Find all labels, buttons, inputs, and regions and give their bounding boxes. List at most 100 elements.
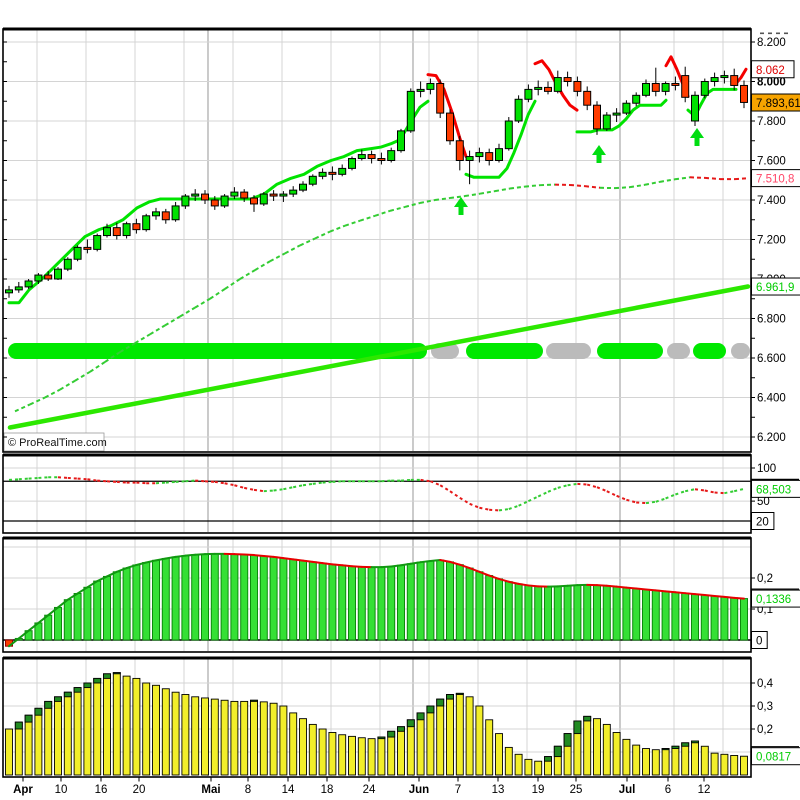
volatility-axis-label: 0,3 — [757, 701, 773, 713]
candle-up — [691, 94, 699, 122]
candle-down — [44, 274, 53, 280]
date-axis-label: 20 — [133, 784, 146, 796]
stoch-axis-label: 100 — [757, 463, 776, 475]
candlestick-layer — [5, 66, 748, 298]
candle-up — [465, 156, 474, 162]
candle-up — [406, 90, 415, 132]
candle-up — [348, 158, 356, 169]
last-value-badge-text: 7.893,61 — [756, 98, 800, 110]
candle-up — [122, 223, 131, 237]
candle-up — [387, 150, 396, 161]
trend-pill-gray — [667, 343, 690, 359]
last-value-badge — [751, 589, 800, 608]
trend-pill-gray — [731, 343, 750, 359]
last-value-badge-text: 8.062 — [756, 65, 785, 77]
candle-down — [367, 154, 376, 160]
candle-up — [181, 195, 190, 207]
candle-down — [651, 82, 660, 92]
candle-up — [495, 148, 503, 161]
last-value-badge — [751, 747, 800, 766]
top-right-dashes — [784, 32, 788, 35]
candle-up — [24, 280, 33, 288]
date-axis-label: Jul — [619, 784, 636, 796]
last-value-badge-text: 68,503 — [756, 484, 791, 496]
candle-up — [553, 77, 562, 92]
candle-up — [700, 81, 709, 96]
date-axis-label: 16 — [95, 784, 108, 796]
price-axis-label: 8.000 — [757, 77, 786, 89]
candle-up — [63, 258, 72, 270]
trend-line-layer — [7, 284, 751, 430]
momentum-axis-label: 0,2 — [757, 573, 773, 585]
candle-down — [83, 246, 92, 250]
last-value-badge — [751, 93, 800, 112]
last-value-badge-text: 7.510,8 — [756, 174, 794, 186]
date-axis-label: 24 — [363, 784, 376, 796]
candle-up — [259, 193, 268, 205]
date-axis-label: 10 — [55, 784, 68, 796]
last-value-badge — [751, 631, 768, 649]
candle-up — [710, 77, 719, 83]
price-axis-label: 7.800 — [757, 116, 786, 128]
date-axis-label: 7 — [455, 784, 461, 796]
stochastic-line-layer — [8, 476, 745, 512]
candle-up — [397, 130, 405, 152]
last-value-badge-text: 0,1336 — [756, 594, 791, 606]
candle-up — [622, 102, 631, 114]
candle-down — [671, 82, 680, 86]
candle-down — [730, 75, 739, 86]
price-axis-label: 6.600 — [757, 353, 786, 365]
price-axis-label: 6.200 — [757, 432, 786, 444]
candle-down — [446, 112, 454, 142]
top-right-dashes — [760, 32, 764, 35]
candle-down — [583, 90, 592, 106]
candle-up — [514, 98, 523, 122]
candle-up — [5, 289, 13, 294]
candle-up — [73, 246, 82, 260]
price-axis-label: 6.800 — [757, 314, 786, 326]
dashed-ma-layer — [14, 176, 749, 413]
candle-up — [191, 193, 200, 197]
candle-down — [161, 211, 170, 221]
candle-down — [563, 77, 572, 83]
last-value-badge-text: 20 — [756, 517, 769, 529]
candle-up — [318, 171, 327, 177]
trend-line[interactable] — [7, 284, 751, 430]
trend-pill-green — [466, 343, 543, 359]
candle-down — [593, 104, 601, 130]
candle-down — [377, 158, 386, 161]
candle-up — [338, 167, 347, 175]
candle-down — [269, 193, 278, 197]
date-axis-label: Apr — [13, 784, 33, 796]
candle-up — [142, 215, 151, 231]
last-value-badge — [751, 479, 800, 498]
last-value-badge-text: 6.961,9 — [756, 282, 794, 294]
candle-down — [112, 227, 121, 237]
candle-up — [642, 82, 650, 96]
candle-up — [54, 268, 62, 280]
buy-signal-arrows — [454, 128, 704, 215]
candle-down — [681, 75, 690, 98]
watermark-text: © ProRealTime.com — [8, 437, 107, 449]
candle-up — [504, 120, 513, 150]
date-axis-label: Jun — [409, 784, 429, 796]
top-right-dashes — [768, 32, 772, 35]
candle-down — [544, 86, 552, 92]
date-axis-label: 14 — [282, 784, 295, 796]
candle-up — [279, 193, 288, 197]
candle-up — [426, 82, 435, 90]
candle-up — [289, 189, 298, 195]
price-axis-label: 7.200 — [757, 235, 786, 247]
candle-up — [14, 286, 23, 291]
date-axis-label: 8 — [245, 784, 251, 796]
price-axis-label: 6.400 — [757, 393, 786, 405]
candle-up — [475, 152, 484, 158]
momentum-histogram-layer — [5, 552, 748, 648]
candle-up — [34, 274, 43, 282]
trend-pill-green — [693, 343, 726, 359]
candle-up — [720, 75, 729, 79]
candle-down — [436, 82, 445, 114]
candle-up — [171, 205, 180, 221]
